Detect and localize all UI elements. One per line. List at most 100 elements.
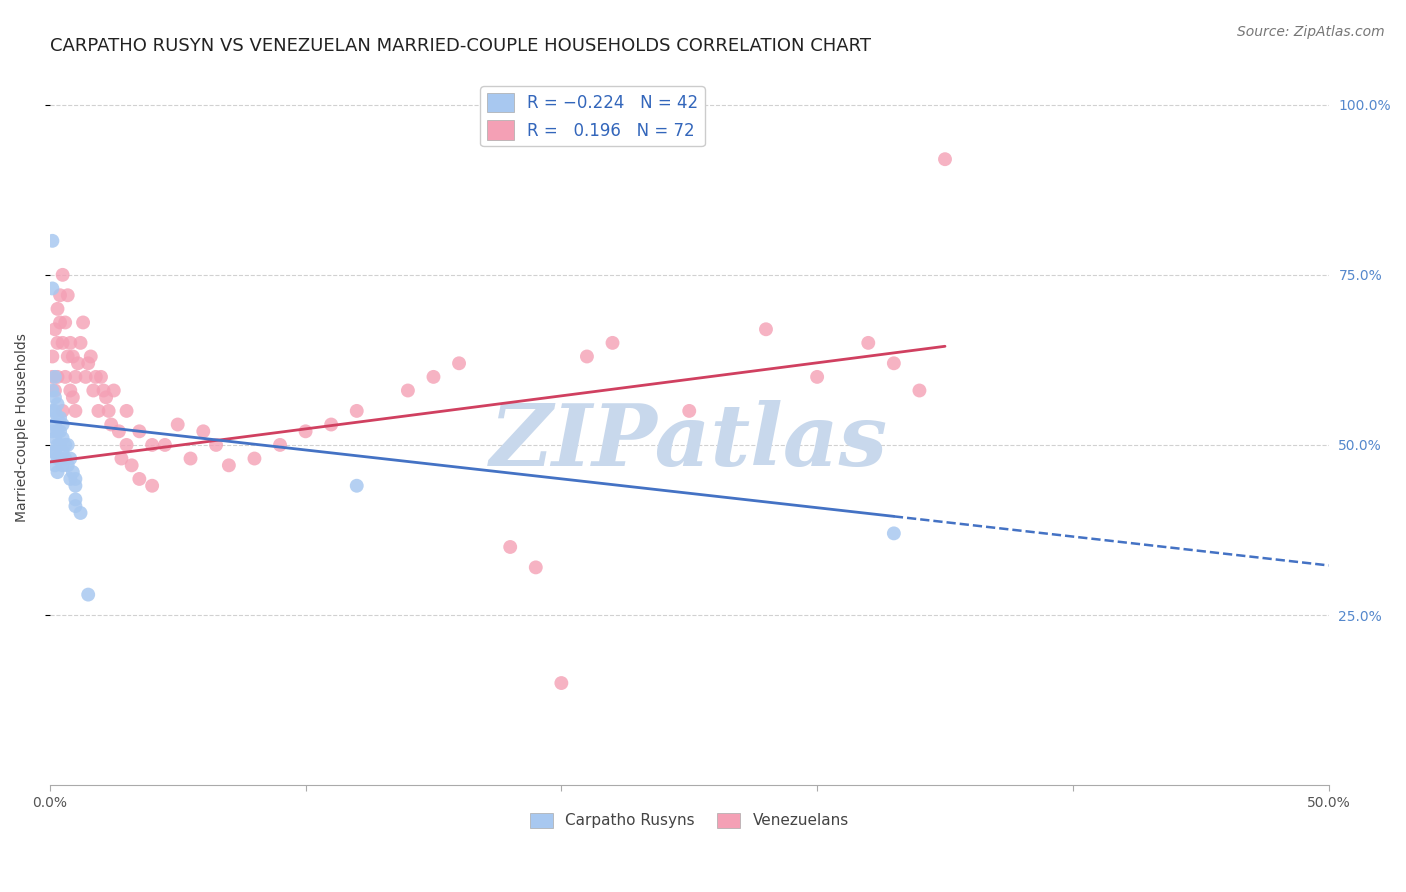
Point [294,425,316,439]
Point [49,451,72,466]
Point [44,431,66,445]
Point [52,404,75,418]
Point [346,479,368,493]
Point [883,526,905,541]
Point [46,438,69,452]
Point [52,268,75,282]
Point [69,506,91,520]
Point [205,438,228,452]
Point [193,425,215,439]
Point [115,404,138,418]
Point [46,370,69,384]
Point [87,404,110,418]
Point [56,438,79,452]
Text: ZIPatlas: ZIPatlas [491,401,889,484]
Point [44,444,66,458]
Point [883,356,905,370]
Point [41,234,63,248]
Point [100,417,122,432]
Point [218,458,240,473]
Point [53,370,76,384]
Point [56,350,79,364]
Point [44,322,66,336]
Point [80,350,103,364]
Point [41,370,63,384]
Point [72,316,94,330]
Point [44,417,66,432]
Point [52,444,75,458]
Point [49,438,72,452]
Point [65,472,87,486]
Point [115,438,138,452]
Point [59,384,82,398]
Point [602,335,624,350]
Point [46,397,69,411]
Point [66,356,89,370]
Point [243,451,266,466]
Point [97,404,120,418]
Point [53,438,76,452]
Point [755,322,778,336]
Point [90,370,112,384]
Point [550,676,572,690]
Point [46,301,69,316]
Point [56,458,79,473]
Point [46,465,69,479]
Point [69,335,91,350]
Point [77,588,100,602]
Point [858,335,880,350]
Point [65,499,87,513]
Point [396,384,419,398]
Point [59,472,82,486]
Point [499,540,522,554]
Point [44,384,66,398]
Point [59,451,82,466]
Point [82,384,104,398]
Point [166,417,188,432]
Point [44,404,66,418]
Point [41,384,63,398]
Point [65,479,87,493]
Point [49,288,72,302]
Point [128,472,150,486]
Point [75,370,97,384]
Point [141,479,163,493]
Point [108,425,131,439]
Point [121,458,143,473]
Point [44,390,66,404]
Point [46,410,69,425]
Point [53,316,76,330]
Y-axis label: Married-couple Households: Married-couple Households [15,334,30,523]
Point [93,384,115,398]
Point [103,384,125,398]
Point [153,438,176,452]
Point [41,444,63,458]
Point [46,335,69,350]
Point [41,404,63,418]
Point [77,356,100,370]
Point [179,451,201,466]
Point [46,451,69,466]
Point [56,288,79,302]
Text: CARPATHO RUSYN VS VENEZUELAN MARRIED-COUPLE HOUSEHOLDS CORRELATION CHART: CARPATHO RUSYN VS VENEZUELAN MARRIED-COU… [49,37,870,55]
Point [908,384,931,398]
Point [269,438,291,452]
Point [94,390,117,404]
Text: Source: ZipAtlas.com: Source: ZipAtlas.com [1237,25,1385,39]
Legend: Carpatho Rusyns, Venezuelans: Carpatho Rusyns, Venezuelans [523,806,855,835]
Point [52,335,75,350]
Point [59,335,82,350]
Point [52,431,75,445]
Point [346,404,368,418]
Point [141,438,163,452]
Point [678,404,700,418]
Point [53,451,76,466]
Point [128,425,150,439]
Point [62,390,84,404]
Point [49,425,72,439]
Point [44,370,66,384]
Point [447,356,470,370]
Point [62,465,84,479]
Point [41,350,63,364]
Point [524,560,547,574]
